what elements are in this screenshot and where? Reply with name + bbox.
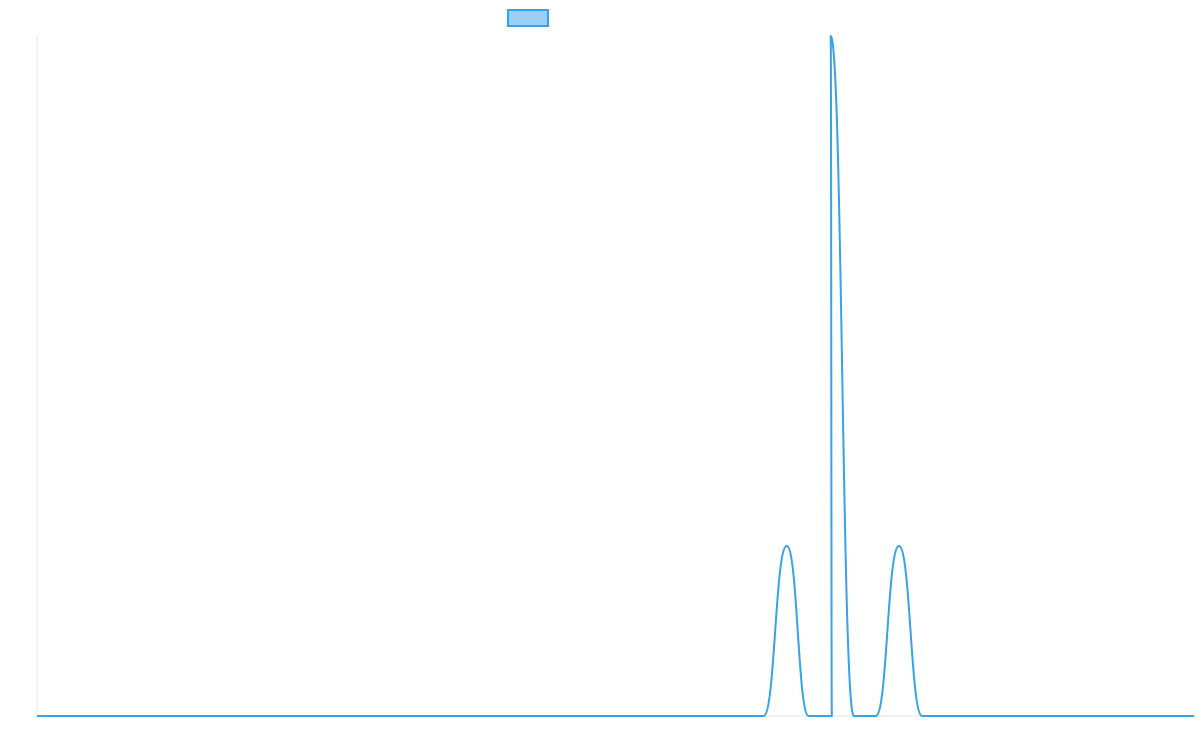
legend[interactable]	[507, 9, 549, 27]
series-group	[37, 35, 1194, 718]
series-line-0	[37, 35, 1194, 718]
legend-swatch[interactable]	[507, 9, 549, 27]
